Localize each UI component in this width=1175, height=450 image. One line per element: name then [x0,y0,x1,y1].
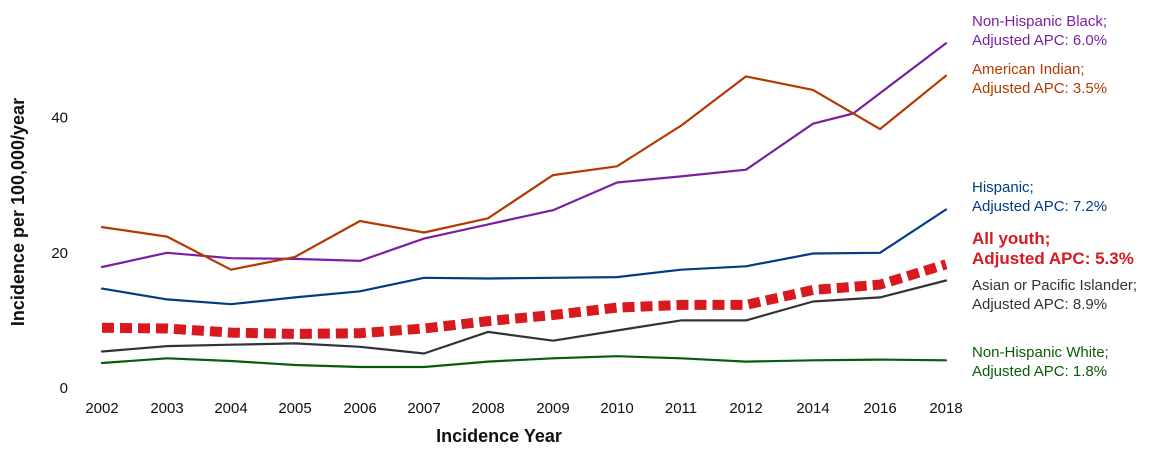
series-label: Non-Hispanic White; [972,344,1109,361]
y-tick-label: 20 [51,245,68,262]
x-tick-label: 2006 [343,400,376,417]
series-label: Hispanic; [972,179,1034,196]
series-line [100,208,948,306]
x-tick-label: 2012 [729,400,762,417]
series-line [101,259,948,339]
series-lines [100,42,948,369]
series-line [100,42,948,269]
series-line [100,355,948,369]
series-line [100,74,948,271]
y-tick-label: 40 [51,110,68,127]
series-label: Adjusted APC: 8.9% [972,296,1107,313]
series-labels: Non-Hispanic Black; Adjusted APC: 6.0% Ame… [972,13,1137,380]
series-label: Adjusted APC: 1.8% [972,363,1107,380]
series-label: Non-Hispanic Black; [972,13,1107,30]
x-tick-label: 2018 [929,400,962,417]
x-tick-label: 2004 [214,400,247,417]
x-tick-label: 2014 [796,400,829,417]
x-tick-label: 2011 [665,400,697,417]
y-axis-ticks: 0 20 40 [51,110,68,397]
series-label: Adjusted APC: 6.0% [972,32,1107,49]
x-axis-title: Incidence Year [436,426,562,446]
x-tick-label: 2007 [407,400,440,417]
y-tick-label: 0 [60,380,68,397]
series-label: American Indian; [972,61,1085,78]
x-tick-label: 2010 [600,400,633,417]
series-label: Adjusted APC: 3.5% [972,80,1107,97]
series-label: Asian or Pacific Islander; [972,277,1137,294]
series-label: All youth; [972,229,1050,248]
x-tick-label: 2008 [471,400,504,417]
x-tick-label: 2016 [863,400,896,417]
series-label: Adjusted APC: 5.3% [972,249,1134,268]
y-axis-title: Incidence per 100,000/year [8,98,28,326]
x-tick-label: 2002 [85,400,118,417]
x-tick-label: 2009 [536,400,569,417]
series-label: Adjusted APC: 7.2% [972,198,1107,215]
x-tick-label: 2003 [150,400,183,417]
series-line [100,279,948,355]
x-tick-label: 2005 [278,400,311,417]
x-axis-ticks: 2002 2003 2004 2005 2006 2007 2008 2009 2010 2011… [85,400,962,417]
